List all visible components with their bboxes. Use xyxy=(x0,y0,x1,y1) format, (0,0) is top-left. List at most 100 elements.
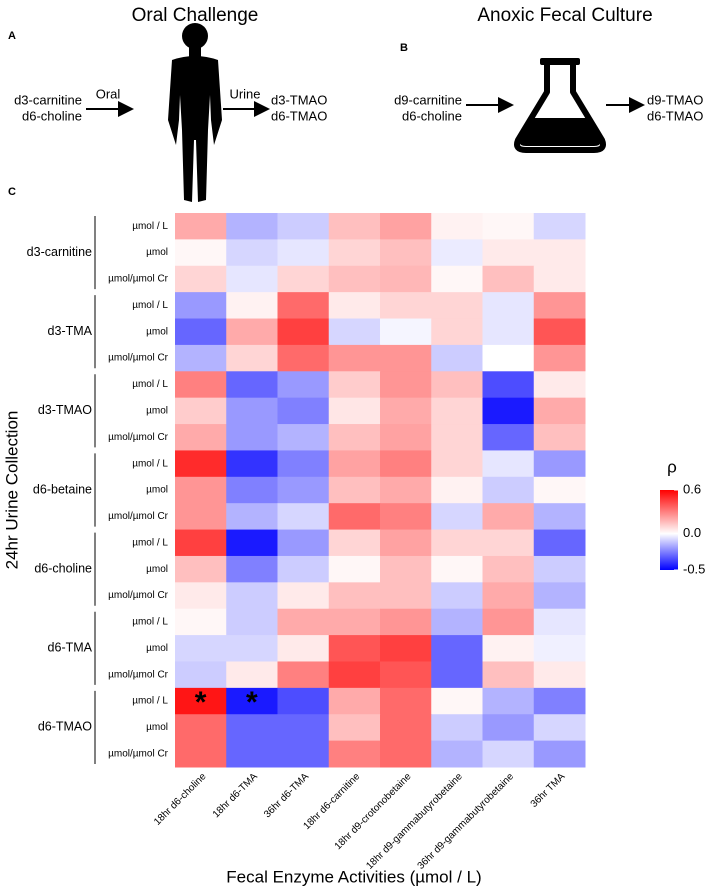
heatmap-cell xyxy=(482,529,535,557)
heatmap-cell xyxy=(533,239,586,267)
heatmap-cell xyxy=(175,239,227,267)
heatmap-cell xyxy=(175,661,227,689)
heatmap-cell xyxy=(533,292,586,320)
input-label: d3-carnitine xyxy=(14,92,82,107)
heatmap-cell xyxy=(533,661,586,689)
heatmap-cell xyxy=(277,714,330,742)
row-group-label: d6-choline xyxy=(34,561,92,575)
heatmap-cell xyxy=(533,476,586,504)
heatmap-cell xyxy=(175,714,227,742)
heatmap-cell xyxy=(226,529,278,557)
heatmap-cell xyxy=(431,687,483,715)
row-group-label: d6-TMA xyxy=(48,641,93,655)
heatmap-cell xyxy=(533,635,586,662)
heatmap-cell xyxy=(380,450,432,478)
heatmap-cell xyxy=(482,661,535,689)
heatmap-cell xyxy=(482,265,535,293)
significance-marker: * xyxy=(246,686,258,719)
heatmap-cell xyxy=(482,424,535,451)
heatmap-cell xyxy=(226,318,278,346)
heatmap-cell xyxy=(226,371,278,399)
heatmap-cell xyxy=(328,397,381,425)
colorbar-tick-label: 0.6 xyxy=(683,481,701,496)
heatmap-cell xyxy=(328,424,381,451)
heatmap-cell xyxy=(482,582,535,610)
heatmap-cell xyxy=(533,344,586,372)
heatmap-cell xyxy=(380,608,432,636)
heatmap-cell xyxy=(431,582,483,610)
heatmap-cell xyxy=(328,476,381,504)
column-label: 36hr TMA xyxy=(529,771,568,810)
heatmap-cell xyxy=(175,424,227,451)
heatmap-cell xyxy=(226,714,278,742)
heatmap-cell xyxy=(380,503,432,531)
heatmap-cell xyxy=(175,397,227,425)
heatmap-cell xyxy=(482,292,535,320)
column-label: 36hr d6-TMA xyxy=(262,771,311,820)
heatmap-cell xyxy=(431,529,483,557)
arrow-label: Urine xyxy=(229,86,260,101)
row-label: µmol / L xyxy=(132,458,168,469)
heatmap-cell xyxy=(226,635,278,662)
x-axis-title: Fecal Enzyme Activities (µmol / L) xyxy=(226,867,481,886)
heatmap-cell xyxy=(277,555,330,583)
heatmap-cell xyxy=(380,635,432,662)
heatmap-cell xyxy=(226,213,278,240)
heatmap-cell xyxy=(431,714,483,742)
row-label: µmol xyxy=(146,247,168,258)
heatmap-cell xyxy=(431,318,483,346)
row-label: µmol/µmol Cr xyxy=(108,590,169,601)
row-label: µmol/µmol Cr xyxy=(108,274,169,285)
row-group-label: d6-betaine xyxy=(33,482,92,496)
heatmap-cell xyxy=(380,397,432,425)
heatmap-cell xyxy=(277,740,330,768)
heatmap-cell xyxy=(277,397,330,425)
heatmap-cell xyxy=(226,450,278,478)
heatmap-cell xyxy=(328,318,381,346)
heatmap-cell xyxy=(380,661,432,689)
heatmap-cell xyxy=(277,582,330,610)
heatmap-cell xyxy=(431,397,483,425)
heatmap-cell xyxy=(328,740,381,768)
heatmap-cell xyxy=(533,740,586,768)
heatmap-cell xyxy=(533,555,586,583)
heatmap-cell xyxy=(482,213,535,240)
heatmap-cell xyxy=(175,344,227,372)
heatmap-cell xyxy=(277,450,330,478)
heatmap-cell xyxy=(328,213,381,240)
heatmap-cell xyxy=(533,608,586,636)
row-label: µmol xyxy=(146,643,168,654)
heatmap-cell xyxy=(431,555,483,583)
heatmap-cell xyxy=(533,397,586,425)
heatmap-cell xyxy=(431,635,483,662)
heatmap-cell xyxy=(431,608,483,636)
heatmap-cell xyxy=(328,555,381,583)
heatmap-cell xyxy=(431,503,483,531)
panel-title: Anoxic Fecal Culture xyxy=(477,5,652,26)
heatmap-cell xyxy=(277,344,330,372)
panel-letter: A xyxy=(8,30,16,42)
heatmap-cell xyxy=(482,503,535,531)
heatmap-cell xyxy=(431,740,483,768)
heatmap-cell xyxy=(175,687,227,715)
heatmap-cell xyxy=(175,292,227,320)
heatmap-cell xyxy=(226,555,278,583)
heatmap-cell xyxy=(482,555,535,583)
row-label: µmol/µmol Cr xyxy=(108,511,169,522)
heatmap-cell xyxy=(226,292,278,320)
heatmap-cell xyxy=(277,635,330,662)
heatmap-cell xyxy=(277,213,330,240)
heatmap-cell xyxy=(482,687,535,715)
heatmap-cell xyxy=(482,371,535,399)
input-label: d9-carnitine xyxy=(394,92,462,107)
panel-title: Oral Challenge xyxy=(132,5,259,26)
heatmap-cell xyxy=(328,529,381,557)
heatmap-cell xyxy=(482,740,535,768)
heatmap-cell xyxy=(482,635,535,662)
heatmap-cell xyxy=(482,344,535,372)
row-label: µmol/µmol Cr xyxy=(108,669,169,680)
heatmap-cell xyxy=(533,529,586,557)
heatmap-cell xyxy=(277,265,330,293)
heatmap-cell xyxy=(277,292,330,320)
